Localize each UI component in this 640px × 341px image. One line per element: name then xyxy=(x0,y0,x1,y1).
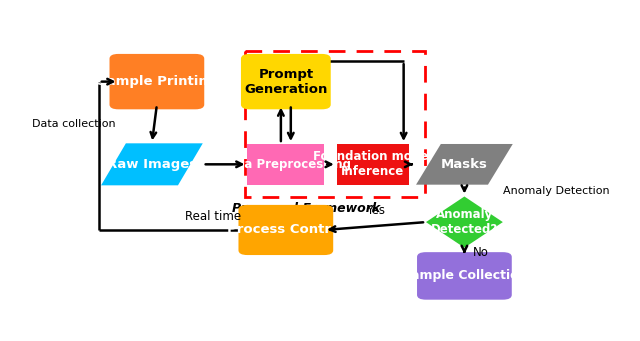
FancyBboxPatch shape xyxy=(109,54,204,109)
Text: Foundation model
Inference: Foundation model Inference xyxy=(313,150,432,178)
FancyBboxPatch shape xyxy=(239,205,333,255)
Text: Real time: Real time xyxy=(185,210,241,223)
Bar xyxy=(337,144,408,185)
Text: Sample Printing: Sample Printing xyxy=(97,75,217,88)
Text: No: No xyxy=(474,246,489,259)
Text: Data Preprocessing: Data Preprocessing xyxy=(221,158,351,171)
FancyBboxPatch shape xyxy=(417,252,512,300)
Bar xyxy=(248,144,324,185)
Text: Anomaly Detection: Anomaly Detection xyxy=(503,186,609,196)
FancyBboxPatch shape xyxy=(241,54,331,109)
Text: Raw Images: Raw Images xyxy=(107,158,197,171)
Text: Process Control: Process Control xyxy=(227,223,345,236)
Text: Sample Collection: Sample Collection xyxy=(402,269,527,282)
Text: Anomaly
Detected?: Anomaly Detected? xyxy=(431,208,498,236)
Text: Masks: Masks xyxy=(441,158,488,171)
Text: Proposed Framework: Proposed Framework xyxy=(232,203,380,216)
Text: Data collection: Data collection xyxy=(33,119,116,129)
Polygon shape xyxy=(101,143,203,186)
Polygon shape xyxy=(426,196,503,248)
Text: Prompt
Generation: Prompt Generation xyxy=(244,68,328,95)
Text: Yes: Yes xyxy=(365,204,385,217)
Bar xyxy=(245,51,425,197)
Polygon shape xyxy=(416,144,513,185)
